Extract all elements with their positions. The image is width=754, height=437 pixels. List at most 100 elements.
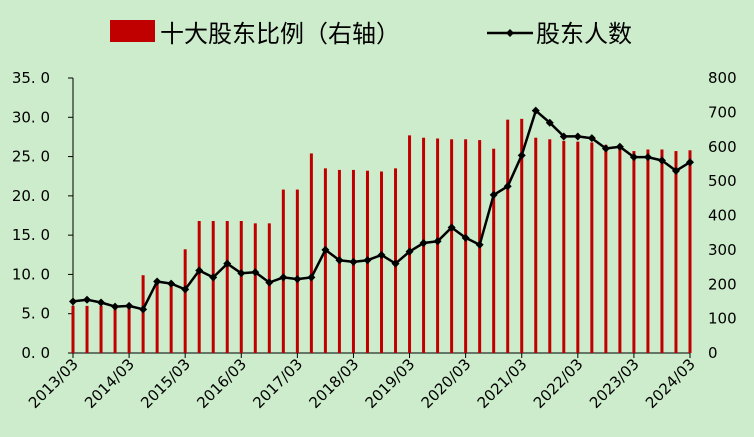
line-point — [265, 278, 274, 287]
right-axis-tick-label: 500 — [708, 172, 737, 190]
right-axis-tick-label: 700 — [708, 103, 737, 121]
bar — [408, 135, 412, 353]
bar — [674, 151, 678, 353]
right-axis-tick-label: 100 — [708, 310, 737, 328]
line-point — [657, 156, 666, 165]
bar — [548, 139, 552, 353]
line-point — [125, 301, 134, 310]
bar — [281, 189, 285, 353]
line-point — [363, 256, 372, 265]
bar — [688, 150, 692, 353]
line-point — [111, 302, 120, 311]
line-point — [531, 106, 540, 115]
line-point — [517, 151, 526, 160]
line-point — [433, 237, 442, 246]
line-point — [181, 285, 190, 294]
bar — [309, 153, 313, 353]
bar — [323, 168, 327, 353]
bar — [534, 137, 538, 353]
line-point — [671, 166, 680, 175]
legend-line-marker — [506, 29, 514, 37]
line-point — [601, 144, 610, 153]
bar — [183, 249, 187, 353]
line-point — [167, 279, 176, 288]
right-axis-tick-label: 0 — [708, 344, 718, 362]
line-point — [321, 245, 330, 254]
bar — [155, 282, 159, 353]
line-point — [279, 273, 288, 282]
bar — [492, 148, 496, 353]
right-axis-tick-label: 200 — [708, 275, 737, 293]
legend-line-label: 股东人数 — [536, 20, 632, 48]
bar — [127, 305, 131, 353]
legend-bar-label: 十大股东比例（右轴） — [160, 20, 400, 48]
line-point — [335, 256, 344, 265]
line-point — [545, 118, 554, 127]
line-point — [615, 142, 624, 151]
legend-bar-swatch — [110, 20, 155, 42]
line-point — [69, 297, 77, 306]
left-axis-tick-label: 25. 0 — [12, 148, 50, 166]
right-axis-tick-label: 300 — [708, 241, 737, 259]
bar — [436, 138, 440, 353]
line-point — [629, 153, 638, 162]
line-point — [405, 247, 414, 256]
line-point — [83, 295, 92, 304]
bar — [267, 223, 271, 353]
bar — [632, 151, 636, 353]
bar — [71, 305, 75, 353]
legend: 十大股东比例（右轴） 股东人数 — [110, 20, 632, 48]
line-point — [475, 240, 484, 249]
bar — [646, 149, 650, 353]
bar — [295, 189, 299, 353]
line-point — [349, 257, 358, 266]
bar — [562, 140, 566, 353]
line-point — [391, 259, 400, 268]
left-axis-tick-label: 5. 0 — [21, 305, 50, 323]
left-axis-tick-label: 20. 0 — [12, 187, 50, 205]
left-axis-tick-label: 10. 0 — [12, 265, 50, 283]
bar — [169, 282, 173, 353]
line-point — [195, 266, 204, 275]
line-point — [686, 158, 694, 167]
line-point — [139, 305, 148, 314]
line-point — [209, 273, 218, 282]
line-point — [377, 251, 386, 260]
line-point — [461, 233, 470, 242]
left-axis-tick-label: 30. 0 — [12, 108, 50, 126]
left-axis-tick-label: 35. 0 — [12, 69, 50, 87]
bar — [506, 119, 510, 354]
bar — [450, 139, 454, 353]
line-point — [153, 277, 162, 286]
line-point — [237, 269, 246, 278]
bar — [660, 149, 664, 353]
bar — [141, 275, 145, 353]
bar — [85, 305, 89, 353]
line-point — [223, 259, 232, 268]
bar — [197, 221, 201, 353]
line-point — [251, 268, 260, 277]
bar — [113, 305, 117, 353]
line-point — [447, 223, 456, 232]
line-point — [643, 153, 652, 162]
bar — [239, 221, 243, 353]
line-point — [503, 182, 512, 191]
line-point — [489, 190, 498, 199]
bar — [590, 142, 594, 353]
bar — [225, 221, 229, 353]
bar — [520, 118, 524, 353]
bar — [464, 139, 468, 353]
right-axis-tick-label: 600 — [708, 138, 737, 156]
bar — [99, 305, 103, 353]
right-axis-tick-label: 800 — [708, 69, 737, 87]
left-axis-tick-label: 15. 0 — [12, 226, 50, 244]
bar — [576, 141, 580, 353]
right-axis-tick-label: 400 — [708, 207, 737, 225]
line-point — [587, 134, 596, 143]
line-point — [97, 298, 106, 307]
bar — [253, 223, 257, 353]
line-point — [307, 273, 316, 282]
bar — [380, 171, 383, 353]
